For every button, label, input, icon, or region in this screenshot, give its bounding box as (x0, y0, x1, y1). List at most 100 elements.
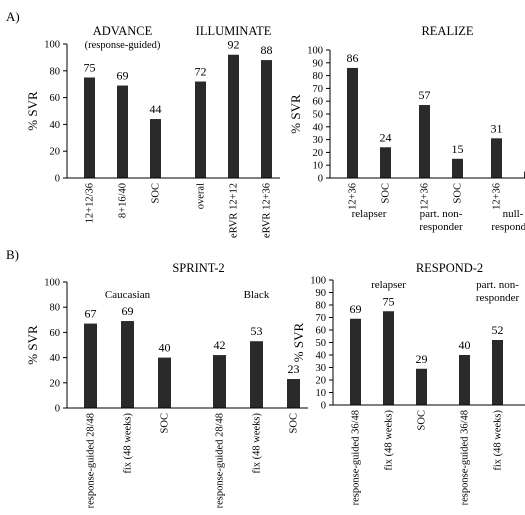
category-label: SOC (289, 413, 300, 433)
bar-value-label: 23 (288, 362, 300, 376)
category-label: SOC (453, 183, 464, 203)
bar (195, 81, 206, 178)
group-label: null-responder (491, 208, 525, 233)
group-label: relapser (371, 279, 406, 291)
category-label: SOC (151, 183, 162, 203)
bar-value-label: 86 (347, 51, 359, 65)
y-tick-label: 20 (316, 376, 327, 387)
y-tick-label: 60 (50, 93, 61, 104)
y-tick-label: 100 (310, 276, 326, 287)
bar-value-label: 44 (150, 102, 162, 116)
category-label: eRVR 12+12 (229, 183, 240, 238)
y-tick-label: 70 (316, 313, 327, 324)
bar-value-label: 75 (84, 61, 96, 75)
bar-value-label: 88 (261, 43, 273, 57)
bar-value-label: 40 (459, 338, 471, 352)
y-tick-label: 60 (316, 326, 327, 337)
group-label: relapser (352, 208, 387, 220)
group-label: part. non-responder (476, 279, 520, 304)
y-tick-label: 20 (50, 147, 61, 158)
bar (459, 355, 470, 405)
bar (261, 60, 272, 178)
bar (452, 158, 463, 178)
y-tick-label: 60 (313, 97, 324, 108)
bar (250, 341, 263, 408)
category-label: eRVR 12+36 (262, 183, 273, 238)
category-label: 12+36 (420, 183, 431, 210)
bar-value-label: 53 (251, 324, 263, 338)
bar-value-label: 24 (380, 130, 392, 144)
y-tick-label: 30 (313, 135, 324, 146)
bar (350, 318, 361, 405)
section-label-a: A) (6, 9, 20, 24)
y-tick-label: 50 (313, 110, 324, 121)
category-label: response-guided 36/48 (351, 410, 362, 505)
y-axis-label: % SVR (288, 94, 303, 134)
y-tick-label: 10 (313, 161, 324, 172)
bar (158, 357, 171, 408)
category-label: fix (48 weeks) (493, 410, 504, 471)
y-tick-label: 0 (321, 401, 326, 412)
bar (228, 54, 239, 178)
section-label-b: B) (6, 247, 19, 262)
y-tick-label: 80 (316, 301, 327, 312)
category-label: overal (196, 183, 207, 209)
group-label: Black (244, 289, 270, 301)
bar-value-label: 29 (416, 352, 428, 366)
bar-value-label: 31 (491, 121, 503, 135)
bar (121, 321, 134, 408)
chart-title: REALIZE (421, 24, 473, 38)
y-tick-label: 70 (313, 84, 324, 95)
group-subtitle: (response-guided) (85, 40, 161, 51)
y-tick-label: 90 (313, 58, 324, 69)
y-tick-label: 100 (44, 278, 60, 289)
category-label: fix (48 weeks) (384, 410, 395, 471)
group-title: ADVANCE (93, 24, 153, 38)
bar-value-label: 42 (214, 338, 226, 352)
bar (84, 323, 97, 408)
bar-value-label: 52 (492, 323, 504, 337)
y-tick-label: 0 (55, 174, 60, 185)
y-tick-label: 80 (313, 71, 324, 82)
y-tick-label: 100 (307, 46, 323, 57)
bar-value-label: 40 (159, 341, 171, 355)
y-tick-label: 0 (318, 174, 323, 185)
y-tick-label: 80 (50, 303, 61, 314)
category-label: SOC (160, 413, 171, 433)
category-label: response-guided 36/48 (460, 410, 471, 505)
bar-value-label: 72 (195, 65, 207, 79)
category-label: response-guided 28/48 (86, 413, 97, 508)
category-label: 12+36 (492, 183, 503, 210)
group-label: Caucasian (105, 289, 151, 301)
bar-value-label: 67 (85, 307, 97, 321)
bar (419, 105, 430, 178)
y-tick-label: 30 (316, 363, 327, 374)
category-label: 8+16/40 (118, 183, 129, 218)
group-title: ILLUMINATE (196, 24, 272, 38)
bar (117, 85, 128, 178)
category-label: 12+12/36 (85, 183, 96, 223)
y-tick-label: 10 (316, 388, 327, 399)
bar (380, 147, 391, 178)
category-label: response-guided 28/48 (215, 413, 226, 508)
y-tick-label: 40 (50, 120, 61, 131)
y-tick-label: 50 (316, 338, 327, 349)
y-tick-label: 100 (44, 40, 60, 51)
bar (287, 379, 300, 408)
bar-value-label: 92 (228, 38, 240, 52)
category-label: SOC (381, 183, 392, 203)
category-label: fix (48 weeks) (252, 413, 263, 474)
y-axis-label: % SVR (291, 322, 306, 362)
bar-value-label: 75 (383, 294, 395, 308)
y-tick-label: 20 (313, 148, 324, 159)
y-tick-label: 20 (50, 378, 61, 389)
bar (213, 355, 226, 408)
y-axis-label: % SVR (25, 325, 40, 365)
chart-title: SPRINT-2 (172, 261, 224, 275)
chart-title: RESPOND-2 (416, 261, 483, 275)
y-tick-label: 40 (316, 351, 327, 362)
bar (492, 340, 503, 405)
chart-sprint-2: 0 20 40 60 80 100 % SVR 67 response-guided 28/48… (25, 261, 308, 508)
